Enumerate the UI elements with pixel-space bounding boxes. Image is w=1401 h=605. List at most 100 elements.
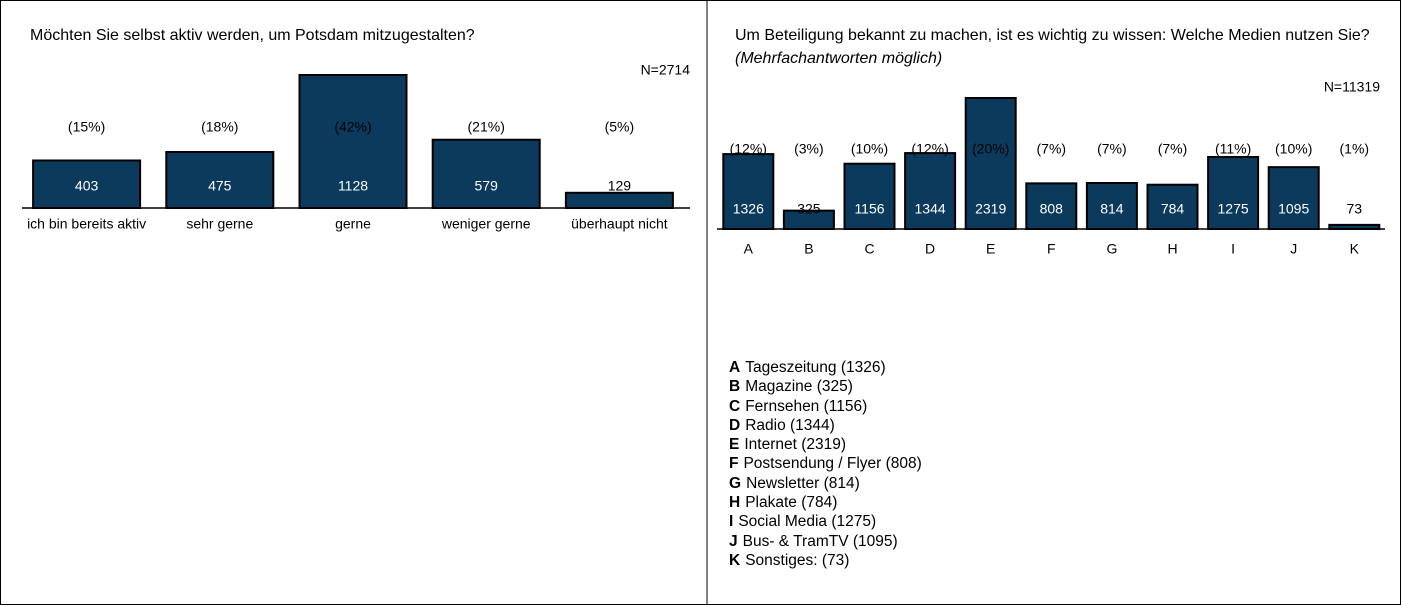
- x-tick-label: ich bin bereits aktiv: [27, 216, 146, 232]
- bar: [843, 162, 896, 230]
- bar: [564, 191, 674, 209]
- legend-item: G Newsletter (814): [729, 474, 922, 493]
- legend-text: Radio (1344): [745, 416, 835, 434]
- x-tick-label: J: [1290, 241, 1297, 257]
- x-tick-label: C: [864, 241, 874, 257]
- x-tick-label: gerne: [335, 216, 371, 232]
- value-label: 1326: [733, 201, 764, 217]
- legend-text: Magazine (325): [745, 378, 853, 396]
- legend: A Tageszeitung (1326) B Magazine (325) C Fern…: [729, 358, 922, 570]
- value-label: 475: [208, 178, 232, 194]
- legend-key: H: [729, 494, 741, 512]
- value-label: 1128: [338, 178, 368, 194]
- x-tick-label: K: [1350, 241, 1360, 257]
- legend-key: J: [729, 532, 738, 550]
- legend-item: J Bus- & TramTV (1095): [729, 532, 922, 551]
- percent-label: (7%): [1037, 141, 1067, 157]
- legend-item: E Internet (2319): [729, 435, 922, 454]
- legend-text: Social Media (1275): [738, 513, 877, 531]
- value-label: 129: [608, 178, 632, 194]
- legend-item: B Magazine (325): [729, 377, 922, 396]
- legend-item: C Fernsehen (1156): [729, 397, 922, 416]
- x-tick-label: überhaupt nicht: [571, 216, 668, 232]
- x-tick-label: I: [1231, 241, 1235, 257]
- legend-text: Fernsehen (1156): [745, 397, 868, 415]
- percent-label: (10%): [1275, 141, 1312, 157]
- value-label: 1344: [915, 201, 946, 217]
- value-label: 73: [1347, 201, 1363, 217]
- value-label: 1095: [1278, 201, 1309, 217]
- percent-label: (3%): [794, 141, 824, 157]
- legend-key: F: [729, 455, 739, 473]
- percent-label: (10%): [851, 141, 888, 157]
- value-label: 1275: [1218, 201, 1249, 217]
- value-label: 808: [1040, 201, 1064, 217]
- legend-item: I Social Media (1275): [729, 512, 922, 531]
- x-tick-label: D: [925, 241, 935, 257]
- bar: [1207, 155, 1260, 230]
- legend-item: H Plakate (784): [729, 493, 922, 512]
- legend-text: Tageszeitung (1326): [745, 359, 886, 376]
- bar: [1146, 183, 1199, 230]
- x-tick-label: sehr gerne: [186, 216, 253, 232]
- legend-item: A Tageszeitung (1326): [729, 358, 922, 377]
- bar: [964, 97, 1017, 230]
- percent-label: (12%): [911, 141, 948, 157]
- x-tick-label: H: [1167, 241, 1177, 257]
- annotation: N=11319: [1324, 79, 1380, 95]
- legend-item: D Radio (1344): [729, 416, 922, 435]
- x-tick-label: B: [804, 241, 813, 257]
- value-label: 784: [1161, 201, 1185, 217]
- legend-text: Postsendung / Flyer (808): [743, 455, 922, 473]
- bar: [722, 153, 775, 230]
- x-tick-label: E: [986, 241, 995, 257]
- legend-key: C: [729, 397, 741, 415]
- value-label: 325: [797, 201, 821, 217]
- legend-item: K Sonstiges: (73): [729, 551, 922, 570]
- x-tick-label: F: [1047, 241, 1056, 257]
- legend-text: Plakate (784): [745, 494, 838, 512]
- value-label: 2319: [975, 201, 1006, 217]
- bar: [1085, 182, 1138, 230]
- value-label: 403: [75, 178, 99, 194]
- title-note: (Mehrfachantworten möglich): [735, 50, 943, 67]
- bar: [1267, 166, 1320, 231]
- legend-text: Newsletter (814): [746, 474, 860, 492]
- value-label: 814: [1100, 201, 1124, 217]
- percent-label: (5%): [605, 119, 635, 135]
- percent-label: (7%): [1158, 141, 1188, 157]
- percent-label: (12%): [730, 141, 767, 157]
- legend-key: A: [729, 359, 741, 376]
- legend-key: D: [729, 416, 741, 434]
- x-tick-label: A: [744, 241, 754, 257]
- percent-label: (1%): [1340, 141, 1370, 157]
- legend-key: K: [729, 551, 741, 569]
- legend-key: E: [729, 436, 740, 454]
- x-tick-label: weniger gerne: [441, 216, 531, 232]
- legend-text: Bus- & TramTV (1095): [742, 532, 898, 550]
- percent-label: (7%): [1097, 141, 1127, 157]
- legend-text: Sonstiges: (73): [745, 551, 850, 569]
- legend-text: Internet (2319): [744, 436, 847, 454]
- bar: [431, 138, 541, 209]
- annotation: N=2714: [641, 62, 691, 78]
- percent-label: (15%): [68, 119, 105, 135]
- legend-item: F Postsendung / Flyer (808): [729, 454, 922, 473]
- legend-key: I: [729, 513, 734, 531]
- percent-label: (20%): [972, 141, 1009, 157]
- chart-title: Um Beteiligung bekannt zu machen, ist es…: [735, 27, 1370, 44]
- x-tick-label: G: [1106, 241, 1117, 257]
- legend-key: B: [729, 378, 741, 396]
- value-label: 1156: [854, 201, 884, 217]
- percent-label: (18%): [201, 119, 238, 135]
- bar: [904, 152, 957, 230]
- value-label: 579: [475, 178, 499, 194]
- percent-label: (11%): [1215, 141, 1251, 157]
- percent-label: (21%): [468, 119, 505, 135]
- bar: [165, 150, 275, 209]
- chart-title: Möchten Sie selbst aktiv werden, um Pots…: [30, 27, 475, 44]
- legend-key: G: [729, 474, 742, 492]
